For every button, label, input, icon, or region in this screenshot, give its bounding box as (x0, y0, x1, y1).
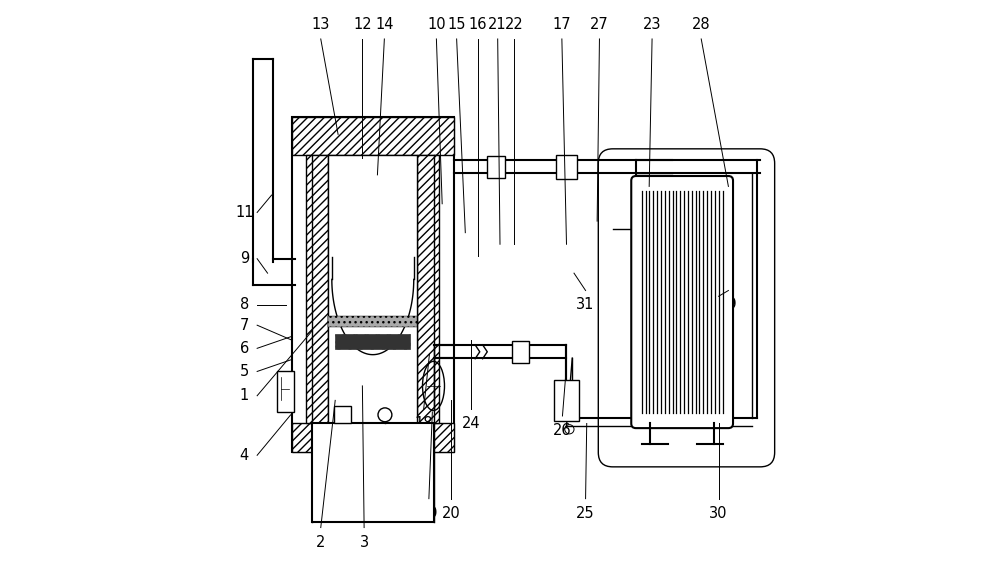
Text: 7: 7 (240, 318, 249, 333)
Text: 4: 4 (240, 448, 249, 463)
Text: 3: 3 (360, 535, 369, 550)
Text: 14: 14 (375, 17, 394, 32)
Bar (417, 155, 439, 424)
Text: 23: 23 (643, 17, 661, 32)
Text: 16: 16 (469, 17, 487, 32)
Text: 17: 17 (553, 17, 571, 32)
Bar (335, 335, 410, 349)
Bar (328, 155, 417, 424)
Bar (312, 424, 434, 522)
Text: 26: 26 (553, 423, 572, 438)
Text: 13: 13 (312, 17, 330, 32)
Text: 8: 8 (240, 297, 249, 313)
Text: 18: 18 (414, 416, 433, 431)
Text: 31: 31 (576, 297, 595, 313)
Text: 10: 10 (427, 17, 446, 32)
Bar (554, 380, 579, 421)
Text: 5: 5 (240, 364, 249, 379)
Text: 1: 1 (240, 388, 249, 403)
Text: 21: 21 (488, 17, 507, 32)
Text: 25: 25 (576, 505, 595, 521)
Bar (328, 315, 417, 327)
Text: 9: 9 (240, 251, 249, 266)
Bar (556, 155, 577, 179)
Bar (277, 371, 294, 412)
FancyBboxPatch shape (631, 176, 733, 428)
Text: 11: 11 (235, 205, 254, 220)
Text: 30: 30 (709, 505, 728, 521)
Text: 6: 6 (240, 341, 249, 356)
Text: 19: 19 (420, 505, 438, 521)
Text: 12: 12 (353, 17, 372, 32)
Text: 22: 22 (505, 17, 523, 32)
Bar (487, 156, 505, 178)
Text: 2: 2 (316, 535, 325, 550)
Bar (512, 341, 529, 363)
Bar (292, 117, 454, 155)
Text: 24: 24 (462, 416, 480, 431)
Text: 27: 27 (590, 17, 609, 32)
Text: 20: 20 (441, 505, 460, 521)
Bar (334, 406, 351, 424)
Bar (292, 424, 454, 453)
Text: 28: 28 (692, 17, 711, 32)
Text: 29: 29 (719, 297, 738, 313)
Text: 15: 15 (447, 17, 466, 32)
Bar (306, 155, 328, 424)
Bar (292, 117, 454, 453)
